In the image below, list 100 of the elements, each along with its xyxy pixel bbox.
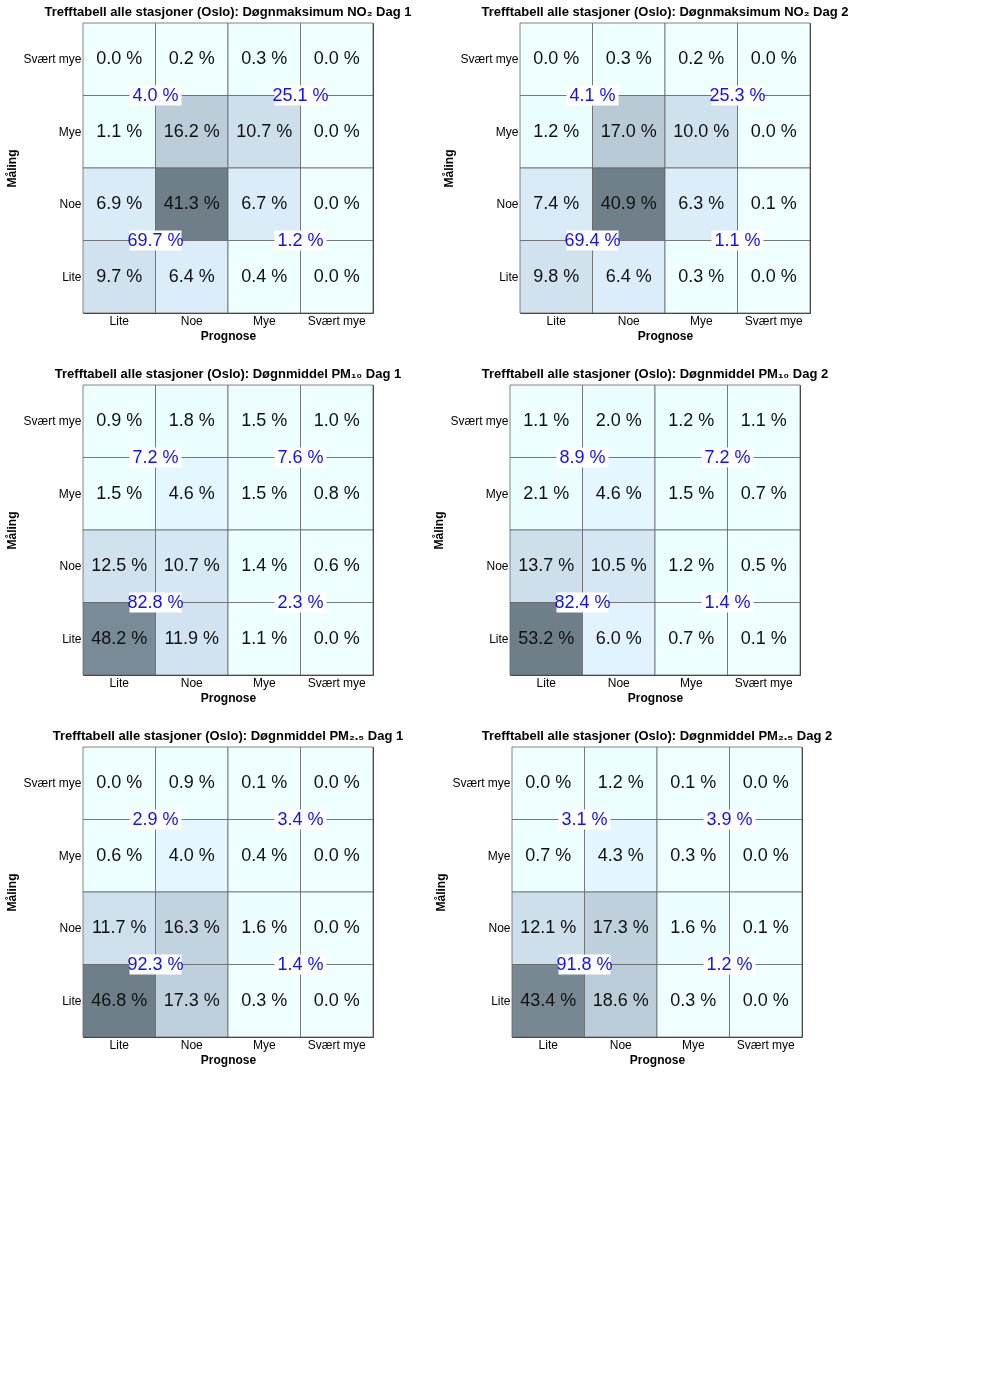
chart-title: Trefftabell alle stasjoner (Oslo): Døgnmaksimum NO₂ Dag 2 bbox=[481, 3, 849, 19]
y-tick-label: Mye bbox=[495, 124, 519, 139]
annotation: 2.3 % bbox=[277, 591, 324, 612]
data-label: 0.3 % bbox=[241, 48, 288, 69]
x-axis-title: Prognose bbox=[627, 690, 684, 705]
data-label: 1.2 % bbox=[533, 120, 580, 141]
data-label: 0.9 % bbox=[96, 410, 143, 431]
data-label: 0.1 % bbox=[742, 917, 789, 938]
x-tick-label: Svært mye bbox=[744, 313, 804, 328]
chart-title: Trefftabell alle stasjoner (Oslo): Døgnmiddel PM₁₀ Dag 1 bbox=[54, 365, 402, 381]
x-tick-label: Noe bbox=[607, 675, 631, 690]
data-label: 0.4 % bbox=[241, 844, 288, 865]
data-label: 48.2 % bbox=[91, 627, 148, 648]
chart-title: Trefftabell alle stasjoner (Oslo): Døgnmaksimum NO₂ Dag 1 bbox=[44, 3, 412, 19]
data-label: 17.3 % bbox=[592, 917, 649, 938]
data-label: 1.6 % bbox=[670, 917, 717, 938]
annotation: 92.3 % bbox=[127, 953, 184, 974]
x-tick-label: Mye bbox=[689, 313, 713, 328]
data-label: 0.4 % bbox=[241, 265, 288, 286]
data-label: 10.5 % bbox=[590, 555, 647, 576]
x-tick-label: Mye bbox=[252, 675, 276, 690]
data-label: 6.3 % bbox=[678, 193, 725, 214]
y-axis-title: Måling bbox=[5, 511, 20, 550]
data-label: 0.7 % bbox=[668, 627, 715, 648]
data-label: 0.2 % bbox=[678, 48, 725, 69]
y-tick-label: Noe bbox=[59, 559, 82, 574]
x-axis-title: Prognose bbox=[629, 1052, 686, 1067]
x-axis-title: Prognose bbox=[637, 328, 694, 343]
y-axis-title: Måling bbox=[5, 873, 20, 912]
annotation: 7.2 % bbox=[132, 446, 179, 467]
x-axis-title: Prognose bbox=[200, 690, 257, 705]
x-tick-label: Noe bbox=[180, 313, 204, 328]
data-label: 0.0 % bbox=[533, 48, 580, 69]
data-label: 0.2 % bbox=[168, 48, 215, 69]
annotation: 91.8 % bbox=[556, 953, 613, 974]
data-label: 0.6 % bbox=[313, 555, 360, 576]
data-label: 11.9 % bbox=[164, 627, 220, 648]
data-label: 17.0 % bbox=[600, 120, 657, 141]
annotation: 3.4 % bbox=[277, 808, 324, 829]
y-tick-label: Svært mye bbox=[23, 52, 82, 67]
data-label: 0.7 % bbox=[740, 482, 787, 503]
data-label: 0.0 % bbox=[313, 193, 360, 214]
data-label: 1.1 % bbox=[96, 120, 143, 141]
data-label: 0.1 % bbox=[740, 627, 787, 648]
y-tick-label: Mye bbox=[58, 486, 82, 501]
data-label: 1.5 % bbox=[668, 482, 715, 503]
data-label: 43.4 % bbox=[520, 989, 577, 1010]
data-label: 0.0 % bbox=[313, 627, 360, 648]
data-label: 13.7 % bbox=[518, 555, 575, 576]
data-label: 10.7 % bbox=[236, 120, 293, 141]
x-tick-label: Svært mye bbox=[736, 1037, 796, 1052]
data-label: 0.0 % bbox=[313, 48, 360, 69]
x-tick-label: Noe bbox=[617, 313, 641, 328]
x-tick-label: Noe bbox=[180, 675, 204, 690]
data-label: 10.0 % bbox=[673, 120, 730, 141]
x-tick-label: Lite bbox=[109, 313, 130, 328]
data-label: 40.9 % bbox=[600, 193, 657, 214]
data-label: 0.0 % bbox=[313, 844, 360, 865]
y-tick-label: Lite bbox=[62, 269, 82, 284]
data-label: 4.3 % bbox=[597, 844, 644, 865]
data-label: 10.7 % bbox=[163, 555, 220, 576]
data-label: 0.0 % bbox=[313, 772, 360, 793]
y-tick-label: Svært mye bbox=[23, 776, 82, 791]
data-label: 6.7 % bbox=[241, 193, 288, 214]
data-label: 0.9 % bbox=[168, 772, 215, 793]
data-label: 1.1 % bbox=[241, 627, 288, 648]
data-label: 0.0 % bbox=[742, 772, 789, 793]
data-label: 0.3 % bbox=[670, 844, 717, 865]
x-tick-label: Svært mye bbox=[307, 1037, 367, 1052]
data-label: 0.0 % bbox=[742, 844, 789, 865]
data-label: 1.1 % bbox=[740, 410, 787, 431]
data-label: 6.9 % bbox=[96, 193, 143, 214]
x-tick-label: Svært mye bbox=[307, 675, 367, 690]
y-axis-title: Måling bbox=[432, 511, 447, 550]
data-label: 0.0 % bbox=[313, 120, 360, 141]
data-label: 6.4 % bbox=[168, 265, 215, 286]
data-label: 0.7 % bbox=[525, 844, 572, 865]
data-label: 4.6 % bbox=[595, 482, 642, 503]
y-tick-label: Mye bbox=[58, 848, 82, 863]
x-tick-label: Lite bbox=[536, 675, 557, 690]
annotation: 69.4 % bbox=[564, 229, 621, 250]
x-tick-label: Lite bbox=[109, 1037, 130, 1052]
data-label: 0.0 % bbox=[750, 265, 797, 286]
annotation: 82.4 % bbox=[554, 591, 611, 612]
data-label: 0.0 % bbox=[313, 917, 360, 938]
annotation: 3.9 % bbox=[706, 808, 753, 829]
data-label: 41.3 % bbox=[163, 193, 220, 214]
y-tick-label: Lite bbox=[62, 993, 82, 1008]
chart-title: Trefftabell alle stasjoner (Oslo): Døgnmiddel PM₂.₅ Dag 1 bbox=[52, 727, 404, 743]
x-tick-label: Noe bbox=[180, 1037, 204, 1052]
annotation: 1.1 % bbox=[714, 229, 761, 250]
y-tick-label: Noe bbox=[59, 921, 82, 936]
y-tick-label: Svært mye bbox=[452, 776, 511, 791]
x-tick-label: Mye bbox=[252, 313, 276, 328]
data-label: 9.7 % bbox=[96, 265, 143, 286]
y-tick-label: Lite bbox=[62, 631, 82, 646]
y-axis-title: Måling bbox=[434, 873, 449, 912]
y-tick-label: Noe bbox=[486, 559, 509, 574]
data-label: 4.6 % bbox=[168, 482, 215, 503]
data-label: 0.0 % bbox=[313, 989, 360, 1010]
